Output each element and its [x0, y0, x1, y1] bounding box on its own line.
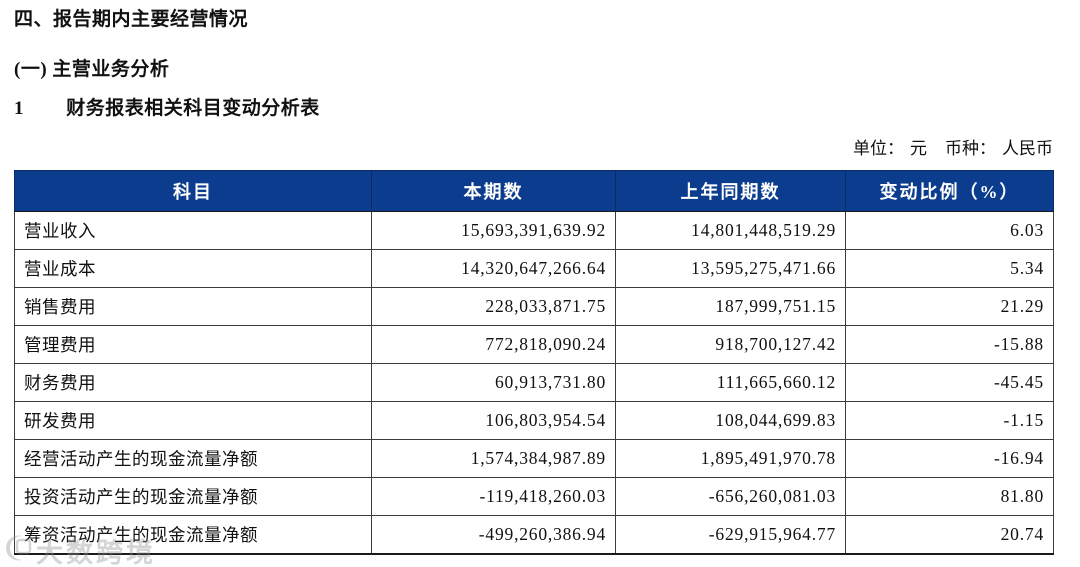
column-header-0: 科目	[14, 170, 372, 212]
subject-cell: 营业收入	[14, 211, 372, 250]
subject-cell: 财务费用	[14, 363, 372, 402]
column-header-2: 上年同期数	[615, 170, 846, 212]
change-ratio-cell: 21.29	[845, 287, 1054, 326]
change-ratio-cell: -16.94	[845, 439, 1054, 478]
change-ratio-cell: 6.03	[845, 211, 1054, 250]
current-period-cell: 228,033,871.75	[371, 287, 616, 326]
section-title: 四、报告期内主要经营情况	[14, 9, 249, 30]
currency-value: 人民币	[1002, 139, 1053, 158]
current-period-cell: 1,574,384,987.89	[371, 439, 616, 478]
current-period-cell: -499,260,386.94	[371, 515, 616, 555]
prior-period-cell: 108,044,699.83	[615, 401, 846, 440]
subject-cell: 研发费用	[14, 401, 372, 440]
table-row: 销售费用 228,033,871.75 187,999,751.15 21.29	[14, 287, 1054, 326]
table-title: 财务报表相关科目变动分析表	[66, 98, 320, 119]
current-period-cell: -119,418,260.03	[371, 477, 616, 516]
unit-label: 单位：	[853, 139, 904, 158]
subsection-title: (一) 主营业务分析	[14, 59, 170, 80]
current-period-cell: 772,818,090.24	[371, 325, 616, 364]
report-page: 四、报告期内主要经营情况 (一) 主营业务分析 1 财务报表相关科目变动分析表 …	[0, 9, 1080, 555]
table-header: 科目 本期数 上年同期数 变动比例（%）	[14, 170, 1054, 212]
subject-cell: 营业成本	[14, 249, 372, 288]
table-row: 研发费用 106,803,954.54 108,044,699.83 -1.15	[14, 401, 1054, 440]
prior-period-cell: 1,895,491,970.78	[615, 439, 846, 478]
prior-period-cell: 13,595,275,471.66	[615, 249, 846, 288]
prior-period-cell: -629,915,964.77	[615, 515, 846, 555]
table-row: 财务费用 60,913,731.80 111,665,660.12 -45.45	[14, 363, 1054, 402]
table-row: 营业收入 15,693,391,639.92 14,801,448,519.29 6.…	[14, 211, 1054, 250]
table-row: 投资活动产生的现金流量净额 -119,418,260.03 -656,260,081…	[14, 477, 1054, 516]
subject-cell: 投资活动产生的现金流量净额	[14, 477, 372, 516]
subject-cell: 经营活动产生的现金流量净额	[14, 439, 372, 478]
current-period-cell: 15,693,391,639.92	[371, 211, 616, 250]
financial-statement-change-table: 科目 本期数 上年同期数 变动比例（%） 营业收入 15,693,391,639.92 1…	[14, 170, 1054, 555]
header-row: 科目 本期数 上年同期数 变动比例（%）	[14, 170, 1054, 212]
current-period-cell: 106,803,954.54	[371, 401, 616, 440]
column-header-1: 本期数	[371, 170, 616, 212]
table-row: 经营活动产生的现金流量净额 1,574,384,987.89 1,895,491,9…	[14, 439, 1054, 478]
table-number: 1	[14, 98, 24, 119]
prior-period-cell: 111,665,660.12	[615, 363, 846, 402]
current-period-cell: 60,913,731.80	[371, 363, 616, 402]
subject-cell: 管理费用	[14, 325, 372, 364]
table-row: 筹资活动产生的现金流量净额 -499,260,386.94 -629,915,964…	[14, 515, 1054, 555]
current-period-cell: 14,320,647,266.64	[371, 249, 616, 288]
unit-note: 单位： 元币种： 人民币	[14, 139, 1053, 159]
table-row: 营业成本 14,320,647,266.64 13,595,275,471.66 5.…	[14, 249, 1054, 288]
unit-value: 元	[910, 139, 927, 158]
column-header-3: 变动比例（%）	[845, 170, 1054, 212]
change-ratio-cell: -45.45	[845, 363, 1054, 402]
change-ratio-cell: 5.34	[845, 249, 1054, 288]
prior-period-cell: -656,260,081.03	[615, 477, 846, 516]
prior-period-cell: 918,700,127.42	[615, 325, 846, 364]
prior-period-cell: 14,801,448,519.29	[615, 211, 846, 250]
table-row: 管理费用 772,818,090.24 918,700,127.42 -15.88	[14, 325, 1054, 364]
change-ratio-cell: 81.80	[845, 477, 1054, 516]
change-ratio-cell: 20.74	[845, 515, 1054, 555]
currency-label: 币种：	[945, 139, 996, 158]
change-ratio-cell: -15.88	[845, 325, 1054, 364]
subject-cell: 销售费用	[14, 287, 372, 326]
table-heading: 1 财务报表相关科目变动分析表	[14, 98, 1053, 120]
prior-period-cell: 187,999,751.15	[615, 287, 846, 326]
table-body: 营业收入 15,693,391,639.92 14,801,448,519.29 6.…	[14, 211, 1054, 555]
subject-cell: 筹资活动产生的现金流量净额	[14, 515, 372, 555]
change-ratio-cell: -1.15	[845, 401, 1054, 440]
